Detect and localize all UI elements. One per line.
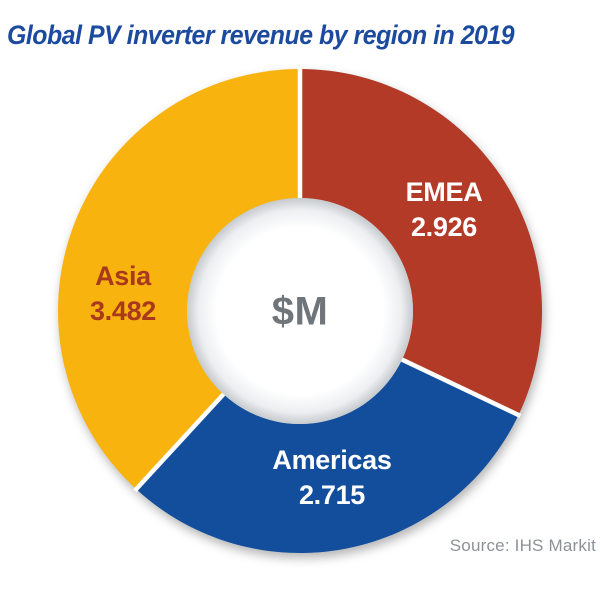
- slice-category-americas: Americas: [272, 445, 392, 475]
- slice-label-asia: Asia 3.482: [90, 259, 156, 329]
- slice-value-emea: 2.926: [410, 212, 478, 242]
- slice-separator: [133, 390, 228, 493]
- slice-label-americas: Americas 2.715: [272, 443, 391, 513]
- slice-value-americas: 2.715: [298, 480, 366, 510]
- donut-slices: [57, 69, 542, 553]
- slice-separator: [398, 356, 522, 418]
- slice-category-emea: EMEA: [405, 177, 483, 207]
- slice-americas: [136, 359, 519, 553]
- slice-asia: [57, 69, 300, 490]
- chart-title: Global PV inverter revenue by region in …: [7, 20, 515, 50]
- slice-value-asia: 3.482: [89, 296, 157, 326]
- slice-emea: [300, 69, 542, 416]
- slice-category-asia: Asia: [95, 261, 151, 291]
- center-unit-label: $M: [271, 289, 329, 334]
- source-credit: Source: IHS Markit: [449, 536, 596, 555]
- slice-separators: [133, 67, 522, 493]
- donut-hole: [187, 198, 413, 424]
- slice-label-emea: EMEA 2.926: [406, 175, 483, 245]
